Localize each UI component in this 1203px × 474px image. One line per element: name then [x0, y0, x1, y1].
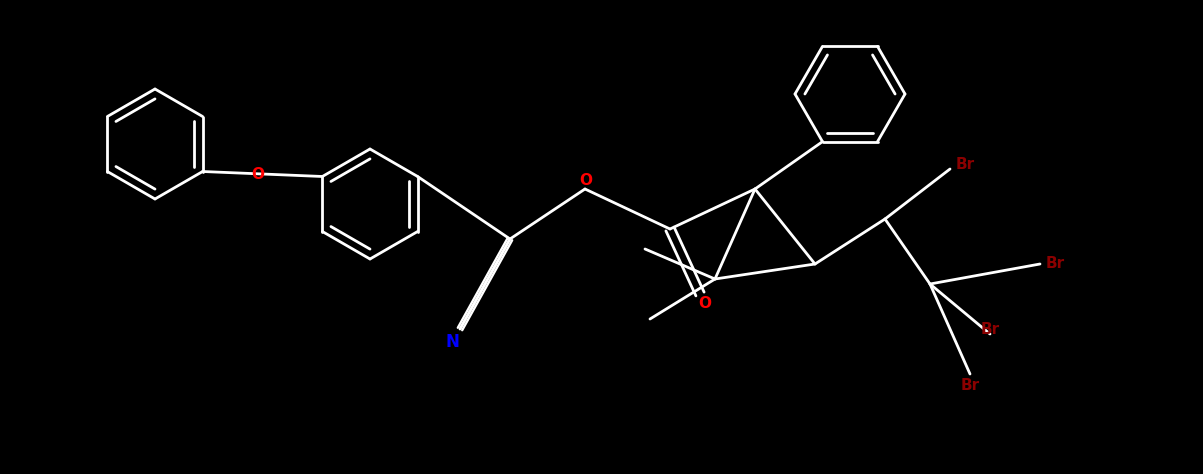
- Text: O: O: [580, 173, 593, 188]
- Text: Br: Br: [960, 379, 979, 393]
- Text: Br: Br: [1045, 256, 1065, 272]
- Text: N: N: [445, 333, 458, 351]
- Text: Br: Br: [980, 321, 1000, 337]
- Text: O: O: [251, 166, 263, 182]
- Text: Br: Br: [955, 156, 974, 172]
- Text: O: O: [699, 297, 711, 311]
